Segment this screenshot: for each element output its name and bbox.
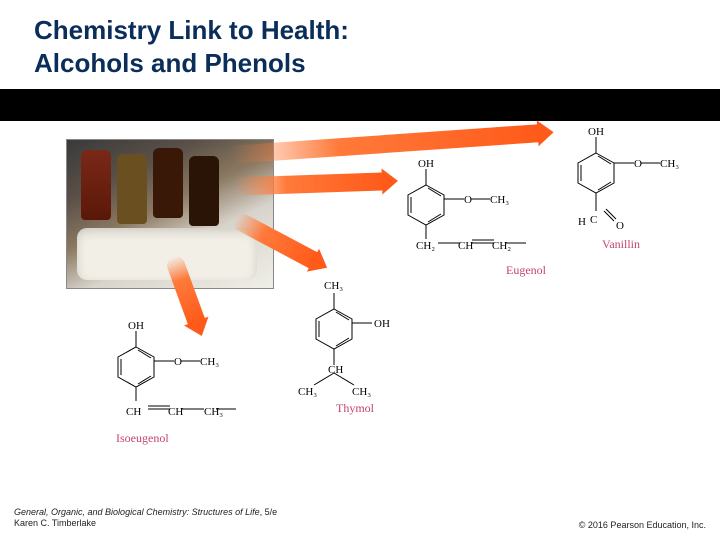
svg-text:CH: CH [458, 240, 473, 252]
svg-text:CH₃: CH₃ [298, 386, 317, 398]
title-line-2: Alcohols and Phenols [34, 47, 720, 80]
svg-text:CH₃: CH₃ [490, 194, 509, 206]
svg-text:O: O [464, 194, 472, 206]
svg-text:CH₃: CH₃ [324, 280, 343, 292]
arrow-to-eugenol [234, 172, 385, 195]
svg-text:H: H [578, 216, 586, 228]
svg-text:OH: OH [128, 320, 144, 332]
thymol-label: Thymol [290, 401, 420, 416]
svg-text:CH: CH [126, 406, 141, 418]
svg-text:CH₃: CH₃ [200, 356, 219, 368]
svg-text:CH: CH [328, 364, 343, 376]
svg-text:O: O [634, 158, 642, 170]
svg-text:CH₂: CH₂ [492, 240, 511, 252]
vanillin-label: Vanillin [556, 237, 686, 252]
molecule-vanillin: OH O CH₃ C O H Vanillin [556, 123, 686, 252]
footer: General, Organic, and Biological Chemist… [14, 507, 706, 530]
copyright: © 2016 Pearson Education, Inc. [579, 520, 706, 530]
thymol-structure-icon: CH₃ OH CH CH₃ CH₃ [290, 275, 420, 399]
svg-text:OH: OH [374, 318, 390, 330]
svg-text:C: C [590, 214, 597, 226]
svg-text:O: O [174, 356, 182, 368]
svg-text:CH₃: CH₃ [660, 158, 679, 170]
nav-bar [0, 89, 720, 121]
molecule-isoeugenol: OH O CH₃ CH CH CH₃ Isoeugenol [96, 317, 276, 446]
svg-text:CH₃: CH₃ [352, 386, 371, 398]
title-line-1: Chemistry Link to Health: [34, 14, 720, 47]
vanillin-structure-icon: OH O CH₃ C O H [556, 123, 686, 235]
svg-text:OH: OH [588, 126, 604, 138]
svg-text:CH₃: CH₃ [204, 406, 223, 418]
svg-text:OH: OH [418, 158, 434, 170]
molecule-eugenol: OH O CH₃ CH₂ CH CH₂ Eugenol [386, 155, 556, 278]
isoeugenol-structure-icon: OH O CH₃ CH CH CH₃ [96, 317, 276, 429]
book-title: General, Organic, and Biological Chemist… [14, 507, 260, 517]
content-area: OH O CH₃ C O H Vanillin [0, 121, 720, 481]
slide-title: Chemistry Link to Health: Alcohols and P… [0, 0, 720, 89]
svg-text:CH: CH [168, 406, 183, 418]
isoeugenol-label: Isoeugenol [96, 431, 276, 446]
svg-text:CH₂: CH₂ [416, 240, 435, 252]
svg-text:O: O [616, 220, 624, 232]
eugenol-structure-icon: OH O CH₃ CH₂ CH CH₂ [386, 155, 556, 261]
book-author: Karen C. Timberlake [14, 518, 96, 528]
molecule-thymol: CH₃ OH CH CH₃ CH₃ Thymol [290, 275, 420, 416]
footer-left: General, Organic, and Biological Chemist… [14, 507, 277, 530]
book-edition: , 5/e [260, 507, 278, 517]
